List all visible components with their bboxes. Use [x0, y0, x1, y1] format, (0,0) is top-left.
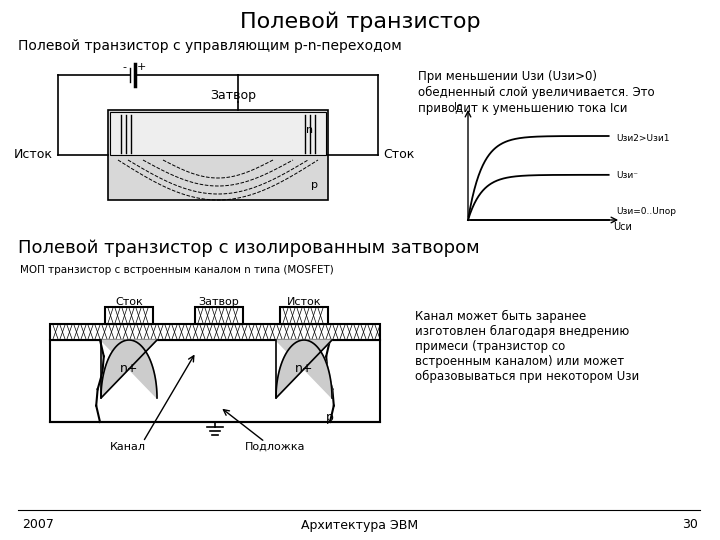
Bar	[50, 340, 380, 422]
Text: n+: n+	[120, 362, 138, 375]
Text: Полевой транзистор с изолированным затвором: Полевой транзистор с изолированным затво…	[18, 239, 480, 257]
Text: Сток: Сток	[383, 148, 415, 161]
Text: n: n	[307, 125, 314, 135]
Text: Uзи=0..Uпор: Uзи=0..Uпор	[616, 207, 676, 217]
Text: Архитектура ЭВМ: Архитектура ЭВМ	[302, 518, 418, 531]
Text: 2007: 2007	[22, 518, 54, 531]
Text: Затвор: Затвор	[210, 90, 256, 103]
Text: примеси (транзистор со: примеси (транзистор со	[415, 340, 565, 353]
Text: Ic: Ic	[454, 102, 462, 112]
Text: 30: 30	[682, 518, 698, 531]
Text: образовываться при некотором Uзи: образовываться при некотором Uзи	[415, 370, 639, 383]
Bar	[195, 307, 243, 324]
Text: Исток: Исток	[14, 148, 53, 161]
Text: изготовлен благодаря внедрению: изготовлен благодаря внедрению	[415, 325, 629, 338]
Text: p: p	[310, 180, 318, 190]
Bar	[280, 307, 328, 324]
Text: Uзи⁻: Uзи⁻	[616, 171, 638, 180]
Text: p: p	[326, 411, 334, 424]
Text: Подложка: Подложка	[245, 442, 305, 452]
Text: встроенным каналом) или может: встроенным каналом) или может	[415, 355, 624, 368]
Text: обедненный слой увеличивается. Это: обедненный слой увеличивается. Это	[418, 86, 654, 99]
Text: приводит к уменьшению тока Iси: приводит к уменьшению тока Iси	[418, 102, 628, 115]
Text: +: +	[136, 62, 145, 72]
Bar	[105, 307, 153, 324]
Text: n+: n+	[294, 362, 313, 375]
Polygon shape	[276, 340, 332, 398]
Bar	[50, 324, 380, 340]
Text: Uзи2>Uзи1: Uзи2>Uзи1	[616, 133, 670, 143]
Text: Полевой транзистор с управляющим p-n-переходом: Полевой транзистор с управляющим p-n-пер…	[18, 39, 402, 53]
Text: Uси: Uси	[613, 222, 632, 232]
Text: МОП транзистор с встроенным каналом n типа (MOSFET): МОП транзистор с встроенным каналом n ти…	[20, 265, 334, 275]
Text: -: -	[122, 62, 126, 72]
Bar	[108, 110, 328, 200]
Polygon shape	[101, 340, 157, 398]
Text: Канал: Канал	[110, 442, 146, 452]
Text: Сток: Сток	[115, 297, 143, 307]
Text: Затвор: Затвор	[199, 297, 239, 307]
Text: Полевой транзистор: Полевой транзистор	[240, 12, 480, 32]
Bar	[110, 112, 326, 155]
Text: При меньшении Uзи (Uзи>0): При меньшении Uзи (Uзи>0)	[418, 70, 597, 83]
Text: Канал может быть заранее: Канал может быть заранее	[415, 310, 586, 323]
Text: Исток: Исток	[287, 297, 321, 307]
